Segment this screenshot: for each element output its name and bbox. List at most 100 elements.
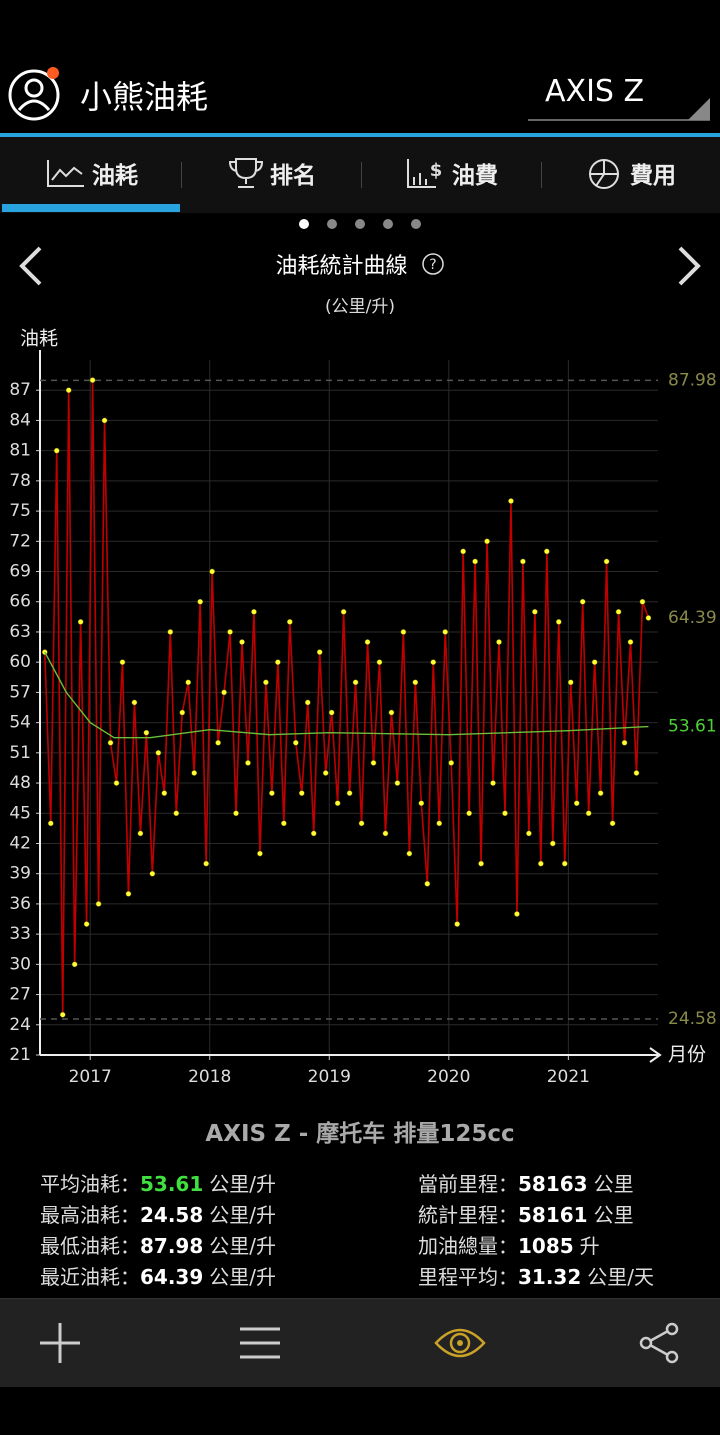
stat-row: 最高油耗：24.58 公里/升 [40, 1199, 276, 1228]
avatar[interactable] [6, 66, 64, 122]
tab[interactable]: 油耗 [2, 140, 182, 205]
stat-row: 里程平均：31.32 公里/天 [418, 1261, 654, 1290]
data-point [591, 659, 598, 666]
data-point [65, 387, 72, 394]
y-tick-label: 33 [9, 924, 31, 944]
stat-label: 里程平均： [418, 1265, 518, 1289]
stat-value: 58161 [518, 1203, 588, 1227]
stat-unit: 公里 [593, 1172, 634, 1196]
tab-label: 油費 [452, 162, 498, 189]
data-point [478, 860, 484, 867]
y-tick-label: 75 [9, 501, 31, 521]
header: 小熊油耗 AXIS Z [0, 48, 720, 134]
reference-label: 24.58 [668, 1009, 717, 1029]
data-point [281, 820, 287, 827]
stat-unit: 公里/升 [209, 1234, 277, 1258]
data-point [203, 860, 210, 867]
x-tick-label: 2018 [188, 1067, 231, 1087]
data-point [388, 709, 395, 716]
data-point [382, 830, 389, 837]
data-point [340, 608, 347, 615]
data-point [137, 830, 144, 837]
data-point [364, 639, 371, 645]
y-tick-label: 57 [9, 682, 31, 702]
tab[interactable]: 費用 [542, 140, 720, 205]
data-point [197, 598, 204, 605]
data-point [143, 729, 150, 736]
data-point [466, 810, 472, 817]
x-tick-label: 2017 [69, 1067, 112, 1087]
data-point [245, 760, 251, 766]
view-button[interactable] [434, 1323, 486, 1363]
tab-separator [541, 162, 542, 188]
data-point [227, 629, 233, 635]
data-point [502, 810, 508, 817]
stat-value: 58163 [518, 1172, 588, 1196]
x-axis-label: 月份 [668, 1044, 706, 1066]
stat-label: 最低油耗： [40, 1234, 140, 1258]
data-point [71, 961, 78, 968]
y-tick-label: 66 [9, 592, 31, 612]
tab-icon [589, 158, 619, 189]
y-tick-label: 81 [9, 441, 31, 461]
data-point [173, 810, 180, 817]
data-point [257, 850, 263, 857]
data-point [627, 639, 634, 645]
stat-label: 當前里程： [418, 1172, 518, 1196]
series-line [44, 651, 649, 739]
data-point [77, 619, 84, 625]
vehicle-title: AXIS Z - 摩托车 排量125cc [205, 1121, 515, 1147]
stat-label: 統計里程： [418, 1203, 518, 1227]
help-icon[interactable]: ? [421, 252, 445, 276]
tab-label: 排名 [270, 162, 316, 189]
stat-unit: 公里/升 [209, 1203, 277, 1227]
data-point [221, 689, 227, 696]
stat-row: 最低油耗：87.98 公里/升 [40, 1230, 276, 1259]
data-point [101, 417, 108, 424]
data-point [496, 639, 502, 645]
next-arrow[interactable] [672, 244, 706, 288]
data-point [412, 679, 419, 686]
menu-button[interactable] [238, 1325, 282, 1361]
data-point [472, 558, 478, 565]
page-indicator [299, 219, 421, 229]
data-point [358, 820, 365, 827]
data-point [448, 760, 455, 766]
tab-icon [228, 157, 264, 188]
stat-value: 24.58 [140, 1203, 204, 1227]
stat-row: 當前里程：58163 公里 [418, 1168, 634, 1197]
stat-row: 加油總量：1085 升 [418, 1230, 600, 1259]
share-button[interactable] [638, 1321, 682, 1365]
svg-text:?: ? [429, 257, 436, 273]
y-tick-label: 45 [9, 803, 31, 823]
data-point [430, 659, 437, 666]
data-point [645, 615, 652, 621]
data-point [579, 598, 586, 605]
data-point [346, 790, 353, 796]
data-point [400, 629, 407, 635]
data-point [119, 659, 126, 666]
y-axis-label: 油耗 [20, 328, 58, 350]
prev-arrow[interactable] [14, 244, 48, 288]
tab-separator [361, 162, 362, 188]
data-point [543, 548, 550, 555]
tab-bar [0, 137, 720, 213]
data-point [263, 679, 269, 686]
y-tick-label: 36 [9, 894, 31, 914]
tab-label: 油耗 [92, 162, 138, 189]
tab[interactable]: $ 油費 [362, 140, 542, 205]
y-tick-label: 51 [9, 743, 31, 763]
data-point [352, 679, 359, 686]
y-tick-label: 48 [9, 773, 31, 793]
stat-value: 64.39 [140, 1265, 204, 1289]
data-point [275, 659, 281, 666]
vehicle-select[interactable]: AXIS Z [545, 74, 645, 109]
data-point [454, 921, 461, 927]
y-tick-label: 63 [9, 622, 31, 642]
tab[interactable]: 排名 [182, 140, 362, 205]
data-point [549, 840, 556, 847]
data-point [322, 770, 329, 776]
add-button[interactable] [38, 1321, 82, 1365]
stat-value: 53.61 [140, 1172, 204, 1196]
